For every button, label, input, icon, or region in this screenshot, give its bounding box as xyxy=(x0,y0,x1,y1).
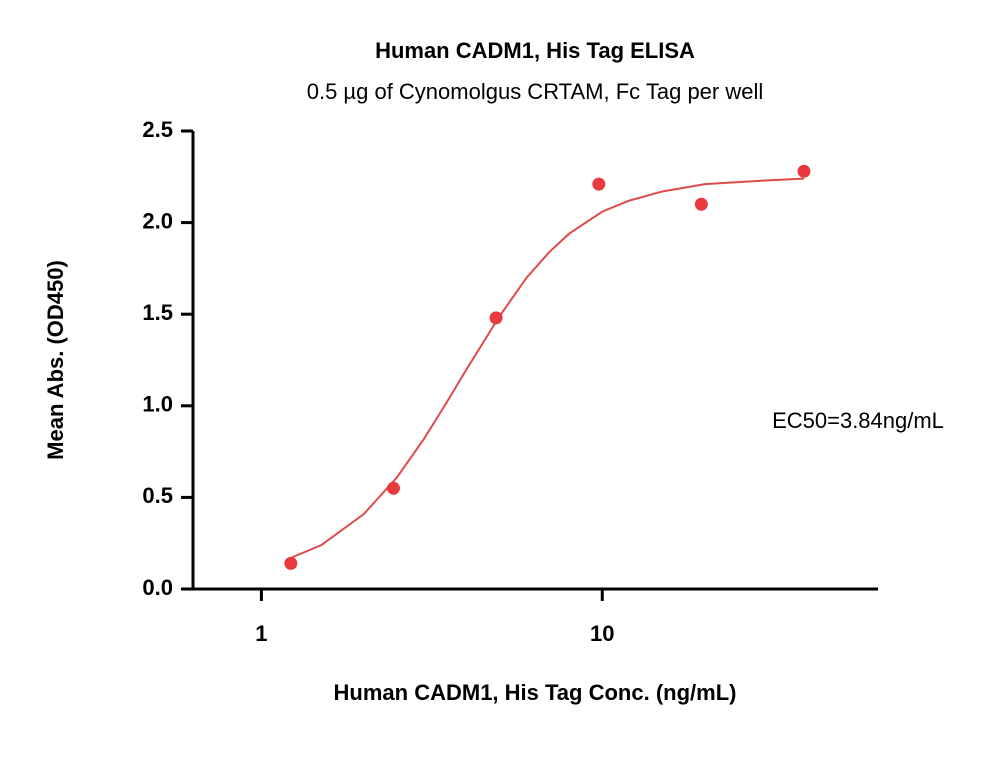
data-point xyxy=(592,177,606,191)
data-point xyxy=(489,311,503,325)
y-tick-label: 0.5 xyxy=(142,483,173,508)
chart-title: Human CADM1, His Tag ELISA xyxy=(375,38,695,63)
y-tick-label: 1.5 xyxy=(142,300,173,325)
y-tick-label: 2.5 xyxy=(142,117,173,142)
y-axis-label: Mean Abs. (OD450) xyxy=(43,260,68,460)
y-tick-label: 1.0 xyxy=(142,392,173,417)
x-tick-label: 10 xyxy=(590,621,614,646)
y-tick-label: 2.0 xyxy=(142,208,173,233)
data-point xyxy=(797,164,811,178)
data-point xyxy=(284,556,298,570)
fit-curve xyxy=(290,177,805,559)
annotation: EC50=3.84ng/mL xyxy=(772,408,944,433)
chart-subtitle: 0.5 µg of Cynomolgus CRTAM, Fc Tag per w… xyxy=(307,79,764,104)
y-tick-label: 0.0 xyxy=(142,575,173,600)
x-axis-label: Human CADM1, His Tag Conc. (ng/mL) xyxy=(334,680,737,705)
x-tick-label: 1 xyxy=(255,621,267,646)
data-point xyxy=(694,197,708,211)
data-point xyxy=(386,481,400,495)
